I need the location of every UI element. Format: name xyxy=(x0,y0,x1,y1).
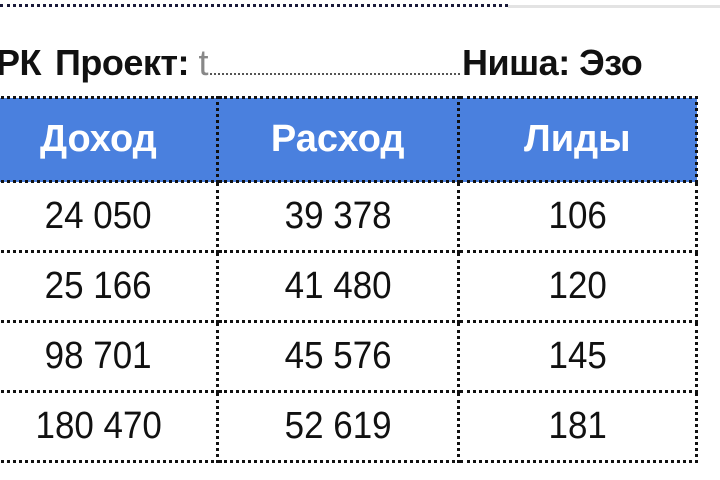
cell-value: 145 xyxy=(548,335,607,377)
cell-value: 25 166 xyxy=(44,265,152,307)
table-row: 98 701 45 576 145 xyxy=(0,320,699,393)
sheet-title: РК Проект: t Ниша: Эзо xyxy=(0,42,643,84)
project-label: Проект: xyxy=(54,42,190,83)
cell-value: 120 xyxy=(548,265,607,307)
cell-leads[interactable]: 106 xyxy=(456,180,699,253)
cell-value: 52 619 xyxy=(284,405,392,447)
table-row: 24 050 39 378 106 xyxy=(0,180,699,253)
cell-expense[interactable]: 39 378 xyxy=(215,180,460,253)
title-prefix: РК xyxy=(0,42,41,83)
column-header-leads[interactable]: Лиды xyxy=(456,96,699,183)
cell-expense[interactable]: 41 480 xyxy=(215,250,460,323)
redacted-project-name xyxy=(210,67,461,75)
header-row: Доход Расход Лиды xyxy=(0,96,699,183)
cell-value: 45 576 xyxy=(284,335,392,377)
gray-divider xyxy=(508,5,720,8)
cell-expense[interactable]: 52 619 xyxy=(215,390,460,463)
cell-income[interactable]: 98 701 xyxy=(0,320,219,393)
top-border xyxy=(0,4,508,7)
cell-value: 41 480 xyxy=(284,265,392,307)
table-row: 25 166 41 480 120 xyxy=(0,250,699,323)
cell-leads[interactable]: 145 xyxy=(456,320,699,393)
cell-value: 98 701 xyxy=(44,335,152,377)
cell-leads[interactable]: 181 xyxy=(456,390,699,463)
column-header-income[interactable]: Доход xyxy=(0,96,219,183)
cell-income[interactable]: 24 050 xyxy=(0,180,219,253)
niche-label: Ниша: Эзо xyxy=(462,42,643,83)
cell-value: 39 378 xyxy=(284,195,392,237)
column-header-expense[interactable]: Расход xyxy=(215,96,460,183)
project-value: t xyxy=(198,42,209,83)
cell-income[interactable]: 25 166 xyxy=(0,250,219,323)
cell-leads[interactable]: 120 xyxy=(456,250,699,323)
metrics-table: Доход Расход Лиды 24 050 39 378 106 25 1… xyxy=(0,96,699,463)
cell-income[interactable]: 180 470 xyxy=(0,390,219,463)
cell-value: 106 xyxy=(548,195,607,237)
cell-value: 24 050 xyxy=(44,195,152,237)
table-row: 180 470 52 619 181 xyxy=(0,390,699,463)
cell-value: 181 xyxy=(548,405,607,447)
cell-expense[interactable]: 45 576 xyxy=(215,320,460,393)
cell-value: 180 470 xyxy=(35,405,162,447)
